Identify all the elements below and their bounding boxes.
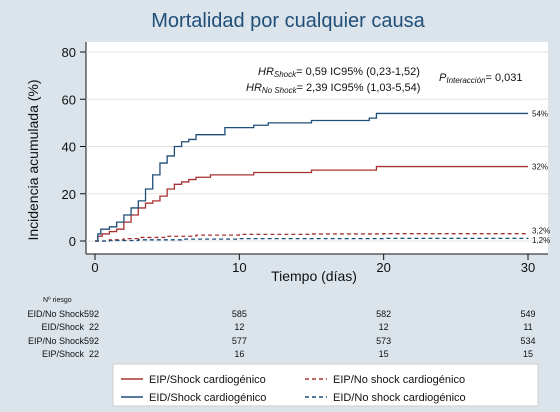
risk-row-label: EIP/No Shock xyxy=(28,336,85,346)
risk-value: 549 xyxy=(520,309,535,319)
series-end-label: 54% xyxy=(532,109,548,118)
x-tick-label: 0 xyxy=(91,260,98,275)
series-end-label: 32% xyxy=(532,163,548,172)
risk-value: 582 xyxy=(376,309,391,319)
p-interaction-sub: Interacción xyxy=(446,76,486,85)
x-tick-label: 30 xyxy=(521,260,535,275)
risk-row-label: EIP/Shock xyxy=(42,349,85,359)
svg-text:PInteracción= 0,031: PInteracción= 0,031 xyxy=(439,72,523,85)
risk-value: 15 xyxy=(379,349,389,359)
series-end-label: 1,2% xyxy=(532,236,550,245)
risk-value: 22 xyxy=(89,349,99,359)
hr-shock-text: = 0,59 IC95% (0,23-1,52) xyxy=(296,66,420,78)
hr-noshock-label: HR xyxy=(246,82,262,94)
p-interaction-label: P xyxy=(439,72,447,84)
risk-value: 22 xyxy=(89,322,99,332)
y-tick-label: 0 xyxy=(69,234,76,249)
x-axis-label: Tiempo (días) xyxy=(271,268,357,284)
annotation-p-interaction: PInteracción= 0,031 xyxy=(439,72,523,85)
y-tick-label: 20 xyxy=(62,187,76,202)
series-line xyxy=(95,165,528,242)
x-tick-label: 20 xyxy=(376,260,390,275)
series-line xyxy=(95,237,529,242)
risk-value: 16 xyxy=(234,349,244,359)
risk-value: 592 xyxy=(84,336,99,346)
chart-title: Mortalidad por cualquier causa xyxy=(151,10,425,32)
risk-value: 11 xyxy=(523,322,532,332)
risk-value: 12 xyxy=(379,322,389,332)
svg-text:HRNo Shock= 2,39 IC95% (1,03-5: HRNo Shock= 2,39 IC95% (1,03-5,54) xyxy=(246,82,420,95)
y-tick-label: 40 xyxy=(62,140,76,155)
series-end-label: 3,2% xyxy=(532,226,550,235)
risk-row-label: EID/No Shock xyxy=(27,309,84,319)
legend: EIP/Shock cardiogénico EIP/No shock cardi… xyxy=(121,374,466,404)
risk-value: 577 xyxy=(232,336,247,346)
risk-table-header: Nº riesgo xyxy=(43,297,72,304)
series-line xyxy=(95,112,528,242)
hr-noshock-text: = 2,39 IC95% (1,03-5,54) xyxy=(297,82,421,94)
x-tick-label: 10 xyxy=(232,260,246,275)
legend-label: EIP/Shock cardiogénico xyxy=(149,374,266,386)
risk-value: 585 xyxy=(232,309,247,319)
hr-noshock-sub: No Shock xyxy=(262,86,298,95)
legend-label: EID/Shock cardiogénico xyxy=(149,392,266,404)
end-labels: 32% 54% 3,2%1,2% xyxy=(532,109,550,245)
p-interaction-text: = 0,031 xyxy=(485,72,522,84)
series-line xyxy=(95,233,529,242)
risk-value: 15 xyxy=(523,349,533,359)
legend-label: EIP/No shock cardiogénico xyxy=(333,374,465,386)
risk-row-label: EID/Shock xyxy=(41,322,84,332)
risk-value: 534 xyxy=(520,336,535,346)
y-tick-label: 80 xyxy=(62,45,76,60)
svg-text:HRShock= 0,59 IC95% (0,23-1,52: HRShock= 0,59 IC95% (0,23-1,52) xyxy=(258,66,420,79)
risk-value: 592 xyxy=(84,309,99,319)
y-axis-label: Incidencia acumulada (%) xyxy=(25,79,41,240)
hr-shock-label: HR xyxy=(258,66,274,78)
annotation-hr-noshock: HRNo Shock= 2,39 IC95% (1,03-5,54) xyxy=(246,82,420,95)
y-tick-label: 60 xyxy=(62,92,76,107)
annotation-hr-shock: HRShock= 0,59 IC95% (0,23-1,52) xyxy=(258,66,420,79)
legend-box xyxy=(112,363,539,407)
legend-label: EID/No shock cardiogénico xyxy=(333,392,466,404)
plot-area xyxy=(86,42,548,254)
risk-value: 573 xyxy=(376,336,391,346)
axes: 0 20 40 60 80 0 10 20 30 xyxy=(62,42,548,275)
risk-value: 12 xyxy=(234,322,244,332)
series-layer xyxy=(95,112,529,242)
hr-shock-sub: Shock xyxy=(274,70,297,79)
